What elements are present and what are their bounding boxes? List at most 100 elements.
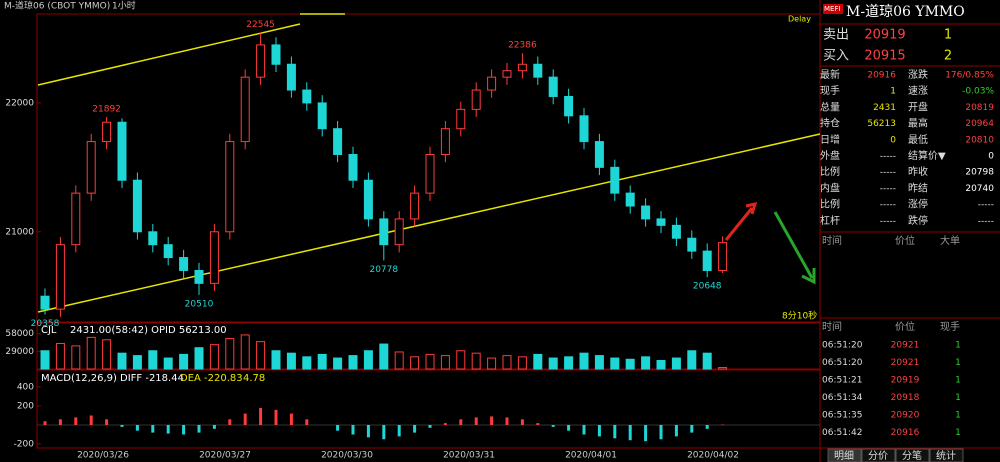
- x-tick-label: 2020/04/02: [687, 451, 739, 461]
- tab[interactable]: [895, 448, 930, 462]
- candle-body: [286, 63, 296, 91]
- tab-label: 明细: [834, 449, 854, 462]
- candle-body: [456, 108, 466, 130]
- candle-body: [702, 250, 712, 271]
- quote-label: 昨收: [908, 165, 928, 178]
- delay: Delay: [788, 15, 811, 24]
- tab[interactable]: [861, 448, 896, 462]
- quote-label: 杠杆: [820, 214, 840, 227]
- quote-value: -----: [978, 200, 994, 210]
- price-annotation: 20778: [369, 265, 398, 275]
- price-annotation: 20648: [693, 282, 722, 292]
- macd-label: MACD(12,26,9): [41, 373, 117, 384]
- volume-info: 2431.00(58:42) OPID 56213.00: [70, 325, 227, 336]
- tab[interactable]: [929, 448, 964, 462]
- x-tick-label: 2020/03/26: [77, 451, 129, 461]
- candle-body: [225, 141, 235, 233]
- quote-label: 外盘: [820, 149, 840, 162]
- candle-body: [363, 179, 373, 220]
- price-annotation: 21892: [92, 104, 121, 114]
- volume-bar: [610, 357, 620, 370]
- volume-bar: [102, 339, 112, 370]
- panel-cell: 1: [955, 358, 961, 368]
- volume-bar: [564, 356, 574, 370]
- volume-bar: [502, 355, 512, 370]
- volume-bar: [317, 353, 327, 370]
- volume-bar: [363, 350, 373, 370]
- candle-body: [394, 218, 404, 246]
- candle-body: [548, 76, 558, 97]
- panel-cell: 20916: [891, 428, 920, 438]
- panel-cell: 20915: [864, 49, 905, 64]
- panel-cell: 1: [955, 411, 961, 421]
- quote-value: -----: [880, 184, 896, 194]
- quote-value: 20964: [965, 119, 994, 129]
- candle-body: [625, 192, 635, 207]
- candle-body: [271, 44, 281, 65]
- panel-cell: 卖出: [823, 28, 849, 43]
- panel-cell: 20919: [864, 28, 905, 43]
- quote-label: 最高: [908, 117, 928, 130]
- panel-cell: 20920: [891, 411, 920, 421]
- period: 1小时: [112, 0, 136, 12]
- badge: MEFI: [824, 5, 841, 13]
- volume-bar: [194, 347, 204, 370]
- candle-body: [194, 269, 204, 284]
- quote-value: -----: [880, 216, 896, 226]
- panel-cell: 大单: [940, 234, 960, 247]
- candle-body: [564, 95, 574, 117]
- quote-value: 20798: [965, 168, 994, 178]
- quote-label: 最低: [908, 133, 928, 146]
- macd-hist: 4.78: [243, 373, 265, 384]
- candle-body: [333, 128, 343, 155]
- volume-bar: [425, 353, 435, 370]
- panel-cell: 时间: [822, 320, 842, 333]
- volume-bar: [517, 356, 527, 370]
- panel-cell: 1: [955, 376, 961, 386]
- y-tick-label: 400: [17, 383, 34, 393]
- volume-bar: [394, 351, 404, 370]
- candle-body: [379, 218, 389, 246]
- volume-bar: [702, 352, 712, 370]
- candle-body: [687, 237, 697, 252]
- panel-cell: 1: [955, 341, 961, 351]
- volume-bar: [533, 353, 543, 370]
- volume-bar: [117, 352, 127, 370]
- panel-cell: 现手: [940, 320, 960, 333]
- candle-body: [440, 128, 450, 155]
- price-annotation: 20358: [31, 319, 60, 329]
- panel-cell: 06:51:20: [822, 341, 863, 351]
- volume-bar: [71, 345, 81, 370]
- tab[interactable]: [827, 448, 862, 462]
- volume-bar: [641, 356, 651, 370]
- price-annotation: 22386: [508, 41, 537, 51]
- panel-cell: 1: [955, 428, 961, 438]
- volume-bar: [209, 344, 219, 370]
- candle-body: [55, 244, 65, 310]
- quote-label: 结算价▼: [908, 149, 946, 162]
- candle-body: [487, 76, 497, 91]
- quote-label: 总量: [820, 100, 840, 113]
- candle-body: [471, 89, 481, 110]
- candle-body: [641, 205, 651, 220]
- macd-dea: DEA -220.83: [180, 373, 243, 384]
- panel-cell: 2: [944, 49, 952, 64]
- trend-line: [37, 133, 821, 313]
- volume-bar: [471, 352, 481, 370]
- panel-cell: 06:51:42: [822, 428, 862, 438]
- panel-cell: 价位: [895, 234, 915, 247]
- quote-value: 20740: [965, 184, 994, 194]
- candle-body: [148, 231, 158, 246]
- volume-bar: [440, 355, 450, 370]
- panel-cell: 06:51:35: [822, 411, 862, 421]
- panel-cell: 1: [955, 393, 961, 403]
- quote-value: 176/0.85%: [945, 71, 994, 81]
- panel-cell: 1: [944, 28, 952, 43]
- volume-bar: [132, 355, 142, 370]
- quote-label: 昨结: [908, 181, 928, 194]
- panel-cell: 20919: [891, 376, 920, 386]
- y-tick-label: 58000: [5, 329, 34, 339]
- quote-value: -----: [880, 168, 896, 178]
